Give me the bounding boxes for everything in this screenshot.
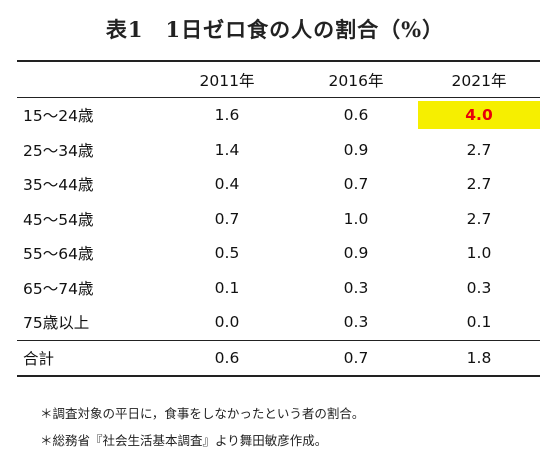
table-row: 75歳以上 0.0 0.3 0.1 bbox=[17, 305, 540, 340]
cell-value: 1.6 bbox=[214, 106, 240, 125]
total-value: 0.6 bbox=[214, 348, 240, 367]
cell-value: 0.1 bbox=[214, 278, 240, 297]
row-label: 45～54歳 bbox=[23, 210, 94, 229]
table-row: 35～44歳 0.4 0.7 2.7 bbox=[17, 167, 540, 202]
cell-value: 0.3 bbox=[466, 278, 492, 297]
table-title: 表1 1日ゼロ食の人の割合（%） bbox=[105, 17, 445, 42]
table-row: 45～54歳 0.7 1.0 2.7 bbox=[17, 202, 540, 237]
cell-value: 0.9 bbox=[343, 140, 369, 159]
cell-value: 1.4 bbox=[214, 140, 240, 159]
header-2021: 2021年 bbox=[451, 71, 507, 90]
header-2016: 2016年 bbox=[328, 71, 384, 90]
row-label: 55～64歳 bbox=[23, 245, 94, 264]
total-value: 1.8 bbox=[466, 348, 492, 367]
row-label: 65～74歳 bbox=[23, 279, 94, 298]
row-label: 15～24歳 bbox=[23, 107, 94, 126]
cell-value: 1.0 bbox=[466, 244, 492, 263]
cell-value: 0.1 bbox=[466, 313, 492, 332]
cell-value: 0.3 bbox=[343, 278, 369, 297]
row-label: 35～44歳 bbox=[23, 176, 94, 195]
cell-value: 0.0 bbox=[214, 313, 240, 332]
table-header-row: 2011年 2016年 2021年 bbox=[17, 61, 540, 98]
highlight-cell: 4.0 bbox=[418, 98, 540, 133]
header-2011: 2011年 bbox=[199, 71, 255, 90]
cell-value: 2.7 bbox=[466, 209, 492, 228]
cell-value: 0.3 bbox=[343, 313, 369, 332]
table-row: 55～64歳 0.5 0.9 1.0 bbox=[17, 236, 540, 271]
cell-value: 1.0 bbox=[343, 209, 369, 228]
table-row: 25～34歳 1.4 0.9 2.7 bbox=[17, 133, 540, 168]
row-label: 75歳以上 bbox=[23, 314, 90, 333]
footnotes: ＊調査対象の平日に，食事をしなかったという者の割合。 ＊総務省『社会生活基本調査… bbox=[40, 400, 364, 454]
cell-value: 0.7 bbox=[214, 209, 240, 228]
table-row: 15～24歳 1.6 0.6 4.0 bbox=[17, 98, 540, 133]
footnote: ＊調査対象の平日に，食事をしなかったという者の割合。 bbox=[40, 406, 365, 421]
cell-value: 2.7 bbox=[466, 140, 492, 159]
footnote: ＊総務省『社会生活基本調査』より舞田敏彦作成。 bbox=[40, 433, 328, 448]
cell-value: 0.7 bbox=[343, 175, 369, 194]
cell-value: 0.9 bbox=[343, 244, 369, 263]
total-value: 0.7 bbox=[343, 348, 369, 367]
total-row: 合計 0.6 0.7 1.8 bbox=[17, 340, 540, 376]
cell-value: 0.4 bbox=[214, 175, 240, 194]
highlight-value: 4.0 bbox=[418, 101, 540, 130]
cell-value: 0.6 bbox=[343, 106, 369, 125]
header-corner bbox=[17, 61, 160, 98]
total-label: 合計 bbox=[23, 349, 55, 368]
zero-meal-table: 2011年 2016年 2021年 15～24歳 1.6 0.6 4.0 25～… bbox=[17, 60, 540, 377]
cell-value: 2.7 bbox=[466, 175, 492, 194]
cell-value: 0.5 bbox=[214, 244, 240, 263]
row-label: 25～34歳 bbox=[23, 141, 94, 160]
table-row: 65～74歳 0.1 0.3 0.3 bbox=[17, 271, 540, 306]
